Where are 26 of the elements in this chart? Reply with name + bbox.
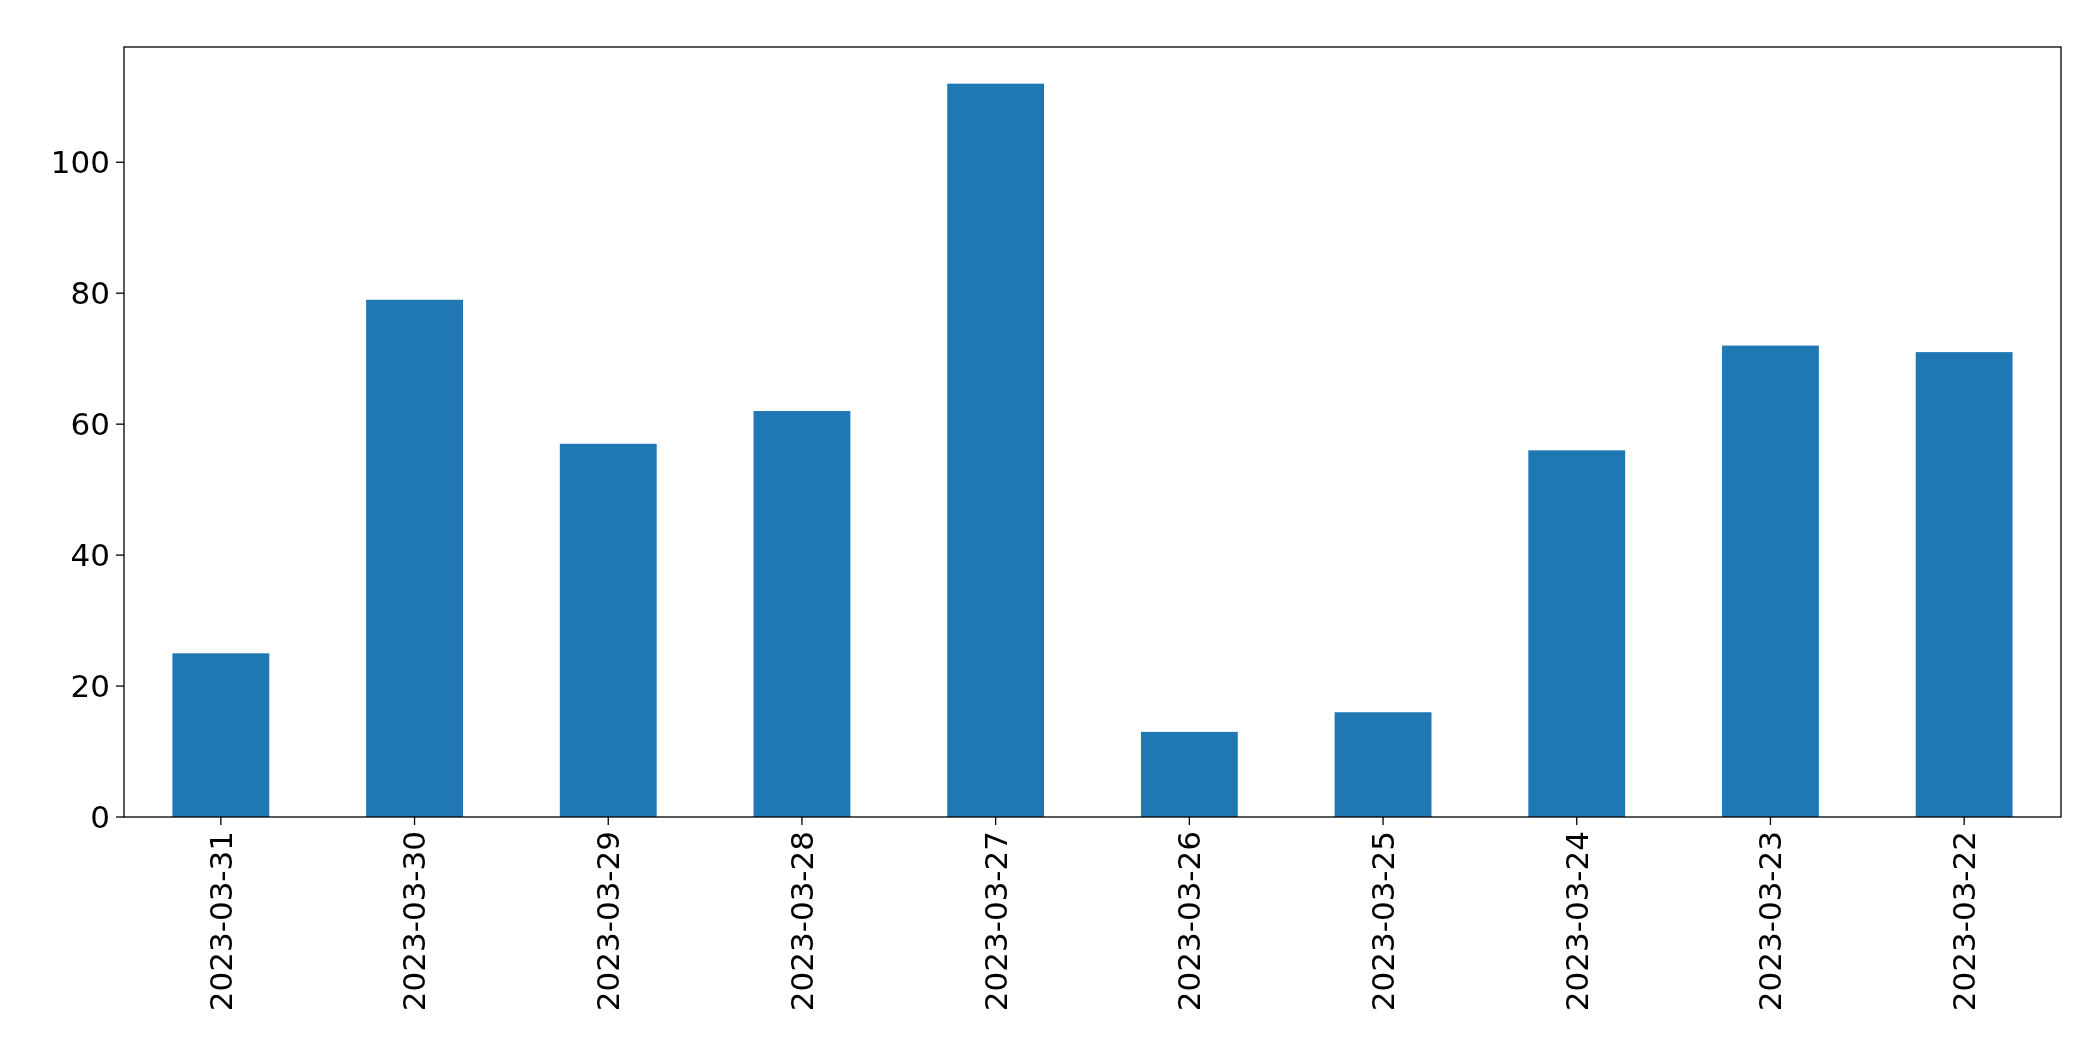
- bar: [1722, 345, 1819, 817]
- bar: [947, 83, 1045, 817]
- bar: [1334, 712, 1432, 817]
- x-tick-label: 2023-03-29: [590, 831, 627, 1012]
- x-tick-label: 2023-03-30: [396, 831, 433, 1012]
- x-tick-label: 2023-03-23: [1752, 831, 1789, 1012]
- bar: [753, 411, 851, 817]
- bar: [559, 443, 657, 817]
- y-tick-label: 40: [70, 536, 110, 573]
- bar: [1915, 352, 2013, 817]
- bar: [172, 653, 270, 817]
- x-tick-label: 2023-03-31: [202, 831, 239, 1012]
- y-tick-label: 80: [70, 275, 110, 312]
- x-tick-label: 2023-03-27: [977, 831, 1014, 1012]
- x-tick-label: 2023-03-22: [1946, 831, 1982, 1012]
- x-tick-label: 2023-03-24: [1558, 831, 1595, 1012]
- y-tick-label: 0: [90, 798, 110, 835]
- y-tick-label: 100: [50, 144, 110, 181]
- x-tick-label: 2023-03-28: [783, 831, 820, 1012]
- y-tick-label: 20: [70, 667, 110, 704]
- y-tick-label: 60: [70, 405, 110, 442]
- x-tick-label: 2023-03-26: [1171, 831, 1208, 1012]
- bar: [1140, 731, 1238, 817]
- bar: [1528, 450, 1626, 817]
- x-tick-label: 2023-03-25: [1364, 831, 1401, 1012]
- bar: [366, 299, 463, 817]
